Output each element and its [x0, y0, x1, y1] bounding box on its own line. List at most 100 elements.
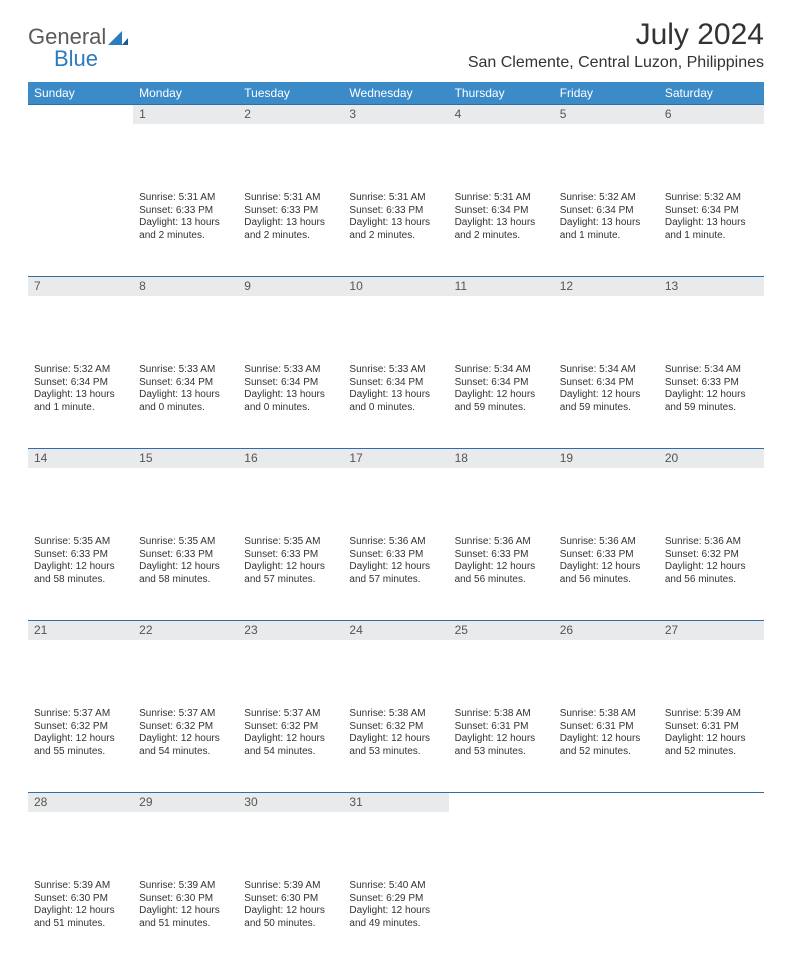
brand-part2: Blue — [54, 46, 98, 72]
daylight-label: Daylight: 12 hours and 58 minutes. — [34, 561, 127, 586]
brand-logo-sub: Blue — [28, 40, 98, 72]
day-header: Tuesday — [238, 82, 343, 104]
sunrise-label: Sunrise: 5:37 AM — [244, 708, 337, 721]
sunrise-label: Sunrise: 5:36 AM — [560, 536, 653, 549]
sunrise-label: Sunrise: 5:31 AM — [349, 192, 442, 205]
sunrise-label: Sunrise: 5:31 AM — [244, 192, 337, 205]
sunset-label: Sunset: 6:33 PM — [244, 205, 337, 218]
calendar-cell: Sunrise: 5:35 AMSunset: 6:33 PMDaylight:… — [238, 534, 343, 620]
sunset-label: Sunset: 6:34 PM — [455, 205, 548, 218]
title-block: July 2024 San Clemente, Central Luzon, P… — [468, 18, 764, 72]
sunset-label: Sunset: 6:31 PM — [455, 721, 548, 734]
sunset-label: Sunset: 6:34 PM — [560, 377, 653, 390]
sunset-label: Sunset: 6:32 PM — [349, 721, 442, 734]
day-header-row: SundayMondayTuesdayWednesdayThursdayFrid… — [28, 82, 764, 104]
sunrise-label: Sunrise: 5:36 AM — [665, 536, 758, 549]
sunrise-label: Sunrise: 5:35 AM — [244, 536, 337, 549]
sunrise-label: Sunrise: 5:33 AM — [139, 364, 232, 377]
calendar-cell: Sunrise: 5:32 AMSunset: 6:34 PMDaylight:… — [554, 190, 659, 276]
sunrise-label: Sunrise: 5:40 AM — [349, 880, 442, 893]
sunrise-label: Sunrise: 5:32 AM — [560, 192, 653, 205]
daylight-label: Daylight: 13 hours and 2 minutes. — [349, 217, 442, 242]
calendar-cell: Sunrise: 5:39 AMSunset: 6:30 PMDaylight:… — [133, 878, 238, 964]
calendar-cell: Sunrise: 5:33 AMSunset: 6:34 PMDaylight:… — [343, 362, 448, 448]
calendar-cell — [659, 878, 764, 964]
sunrise-label: Sunrise: 5:37 AM — [34, 708, 127, 721]
sunset-label: Sunset: 6:33 PM — [34, 549, 127, 562]
sunrise-label: Sunrise: 5:38 AM — [455, 708, 548, 721]
sunrise-label: Sunrise: 5:39 AM — [34, 880, 127, 893]
day-number: 25 — [449, 620, 554, 640]
day-header: Friday — [554, 82, 659, 104]
day-number: 10 — [343, 276, 448, 296]
day-header: Monday — [133, 82, 238, 104]
day-number: 20 — [659, 448, 764, 468]
sunrise-label: Sunrise: 5:34 AM — [455, 364, 548, 377]
day-number: 6 — [659, 104, 764, 124]
sunrise-label: Sunrise: 5:33 AM — [349, 364, 442, 377]
day-number: 26 — [554, 620, 659, 640]
calendar-cell: Sunrise: 5:34 AMSunset: 6:34 PMDaylight:… — [449, 362, 554, 448]
daylight-label: Daylight: 13 hours and 0 minutes. — [244, 389, 337, 414]
sunrise-label: Sunrise: 5:31 AM — [455, 192, 548, 205]
day-number: 7 — [28, 276, 133, 296]
daylight-label: Daylight: 12 hours and 58 minutes. — [139, 561, 232, 586]
day-number: 9 — [238, 276, 343, 296]
calendar-cell: Sunrise: 5:36 AMSunset: 6:33 PMDaylight:… — [554, 534, 659, 620]
day-number: 13 — [659, 276, 764, 296]
sunset-label: Sunset: 6:32 PM — [665, 549, 758, 562]
calendar-cell: Sunrise: 5:39 AMSunset: 6:30 PMDaylight:… — [28, 878, 133, 964]
sunrise-label: Sunrise: 5:36 AM — [455, 536, 548, 549]
day-number: 2 — [238, 104, 343, 124]
daylight-label: Daylight: 13 hours and 1 minute. — [34, 389, 127, 414]
daylight-label: Daylight: 13 hours and 0 minutes. — [349, 389, 442, 414]
sunrise-label: Sunrise: 5:35 AM — [34, 536, 127, 549]
calendar-cell: Sunrise: 5:38 AMSunset: 6:31 PMDaylight:… — [449, 706, 554, 792]
sunset-label: Sunset: 6:33 PM — [349, 205, 442, 218]
sunset-label: Sunset: 6:34 PM — [665, 205, 758, 218]
calendar-cell: Sunrise: 5:34 AMSunset: 6:33 PMDaylight:… — [659, 362, 764, 448]
calendar-cell: Sunrise: 5:39 AMSunset: 6:31 PMDaylight:… — [659, 706, 764, 792]
sunset-label: Sunset: 6:31 PM — [665, 721, 758, 734]
calendar-cell: Sunrise: 5:34 AMSunset: 6:34 PMDaylight:… — [554, 362, 659, 448]
day-number: 12 — [554, 276, 659, 296]
sunset-label: Sunset: 6:32 PM — [34, 721, 127, 734]
day-number: 24 — [343, 620, 448, 640]
daylight-label: Daylight: 12 hours and 54 minutes. — [244, 733, 337, 758]
daylight-label: Daylight: 12 hours and 54 minutes. — [139, 733, 232, 758]
daylight-label: Daylight: 12 hours and 53 minutes. — [349, 733, 442, 758]
calendar-cell: Sunrise: 5:37 AMSunset: 6:32 PMDaylight:… — [133, 706, 238, 792]
sunset-label: Sunset: 6:34 PM — [455, 377, 548, 390]
calendar-cell: Sunrise: 5:39 AMSunset: 6:30 PMDaylight:… — [238, 878, 343, 964]
day-header: Wednesday — [343, 82, 448, 104]
day-number: 11 — [449, 276, 554, 296]
sunrise-label: Sunrise: 5:32 AM — [34, 364, 127, 377]
sunset-label: Sunset: 6:33 PM — [139, 549, 232, 562]
day-number: 3 — [343, 104, 448, 124]
day-number — [659, 792, 764, 797]
sunset-label: Sunset: 6:34 PM — [349, 377, 442, 390]
daylight-label: Daylight: 12 hours and 56 minutes. — [455, 561, 548, 586]
sunrise-label: Sunrise: 5:34 AM — [665, 364, 758, 377]
daylight-label: Daylight: 12 hours and 59 minutes. — [665, 389, 758, 414]
sunrise-label: Sunrise: 5:36 AM — [349, 536, 442, 549]
calendar-cell — [554, 878, 659, 964]
day-number: 21 — [28, 620, 133, 640]
sunset-label: Sunset: 6:33 PM — [139, 205, 232, 218]
sunset-label: Sunset: 6:33 PM — [455, 549, 548, 562]
daylight-label: Daylight: 12 hours and 57 minutes. — [349, 561, 442, 586]
daylight-label: Daylight: 13 hours and 2 minutes. — [139, 217, 232, 242]
daylight-label: Daylight: 12 hours and 52 minutes. — [560, 733, 653, 758]
day-number — [554, 792, 659, 797]
day-number: 28 — [28, 792, 133, 812]
calendar-cell: Sunrise: 5:36 AMSunset: 6:33 PMDaylight:… — [449, 534, 554, 620]
calendar-cell: Sunrise: 5:32 AMSunset: 6:34 PMDaylight:… — [659, 190, 764, 276]
calendar-cell: Sunrise: 5:36 AMSunset: 6:33 PMDaylight:… — [343, 534, 448, 620]
daylight-label: Daylight: 13 hours and 2 minutes. — [244, 217, 337, 242]
day-number — [28, 104, 133, 109]
sunrise-label: Sunrise: 5:37 AM — [139, 708, 232, 721]
calendar-cell: Sunrise: 5:40 AMSunset: 6:29 PMDaylight:… — [343, 878, 448, 964]
sunset-label: Sunset: 6:29 PM — [349, 893, 442, 906]
day-header: Thursday — [449, 82, 554, 104]
day-number: 31 — [343, 792, 448, 812]
